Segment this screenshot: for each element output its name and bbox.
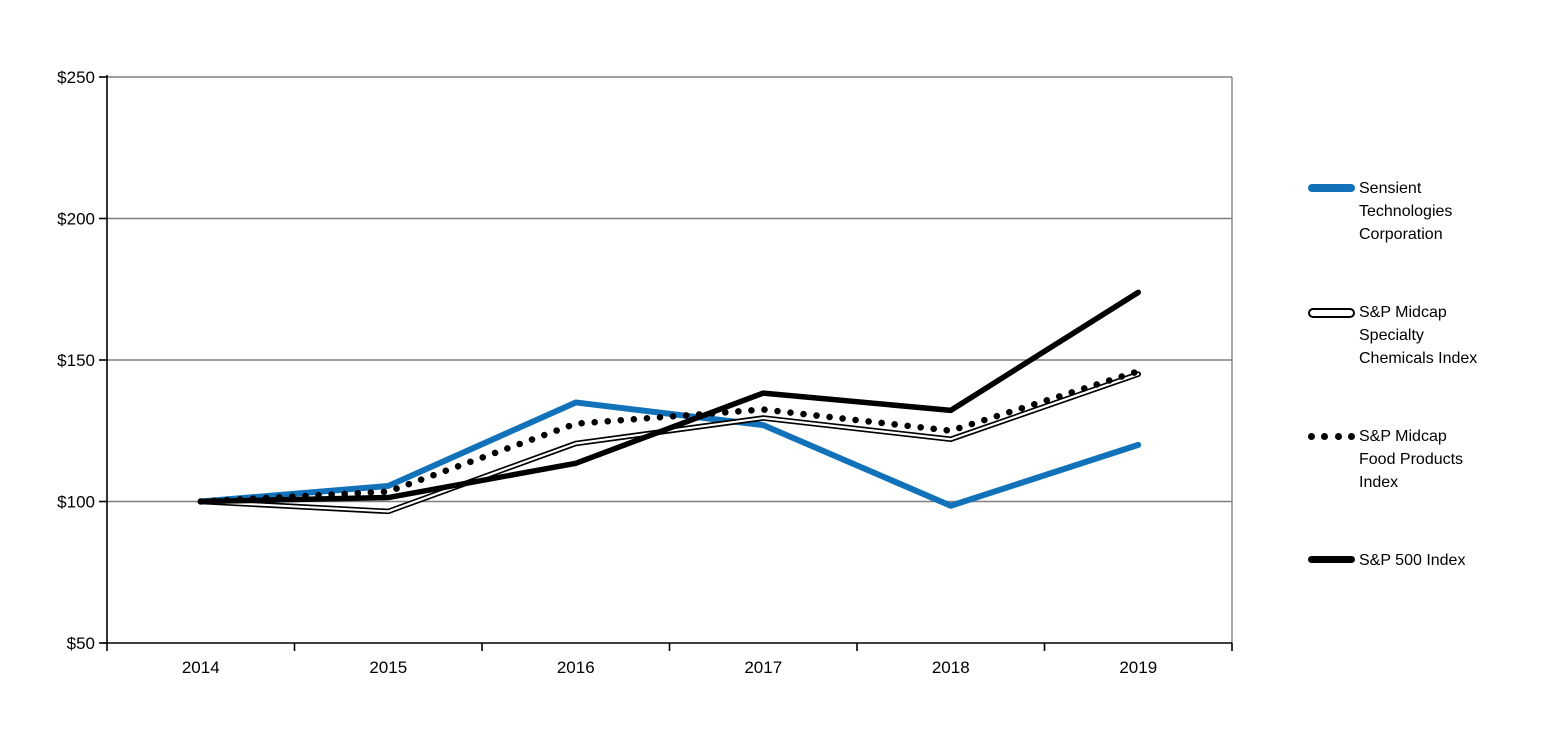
legend-item-specialty-chemicals: S&P Midcap Specialty Chemicals Index [1308,301,1538,370]
x-axis-tick-label: 2015 [369,658,407,677]
legend-item-food-products: S&P Midcap Food Products Index [1308,425,1538,494]
series-line-0 [197,399,1142,509]
dotted-line-marker-icon [1308,432,1356,440]
legend-item-sensient: Sensient Technologies Corporation [1308,177,1538,246]
x-axis-tick-label: 2016 [557,658,595,677]
series-line-3 [198,289,1141,505]
x-axis-tick-label: 2017 [744,658,782,677]
chart-legend: Sensient Technologies Corporation S&P Mi… [1308,177,1538,627]
legend-label-food-products: S&P Midcap Food Products Index [1359,428,1464,491]
y-axis-tick-label: $50 [67,634,95,653]
legend-label-specialty-chemicals: S&P Midcap Specialty Chemicals Index [1359,304,1478,367]
legend-label-sensient: Sensient Technologies Corporation [1359,180,1453,243]
y-axis-tick-label: $250 [57,68,95,87]
y-axis-tick-label: $150 [57,351,95,370]
legend-label-sp500: S&P 500 Index [1359,552,1466,569]
black-line-marker-icon [1308,556,1356,563]
gridlines [107,76,1233,643]
series-line-2 [197,368,1142,505]
y-axis-tick-label: $200 [57,210,95,229]
series-lines [197,289,1142,515]
sensient-line-marker-icon [1308,184,1356,192]
x-axis-tick-label: 2018 [932,658,970,677]
axes: $50 $100 $150 $200 $250 2014 2015 2016 2017 2018 2… [57,68,1233,677]
x-axis-tick-label: 2014 [182,658,220,677]
legend-item-sp500: S&P 500 Index [1308,549,1538,572]
double-line-marker-icon [1308,308,1356,318]
x-axis-tick-label: 2019 [1119,658,1157,677]
y-axis-tick-label: $100 [57,493,95,512]
